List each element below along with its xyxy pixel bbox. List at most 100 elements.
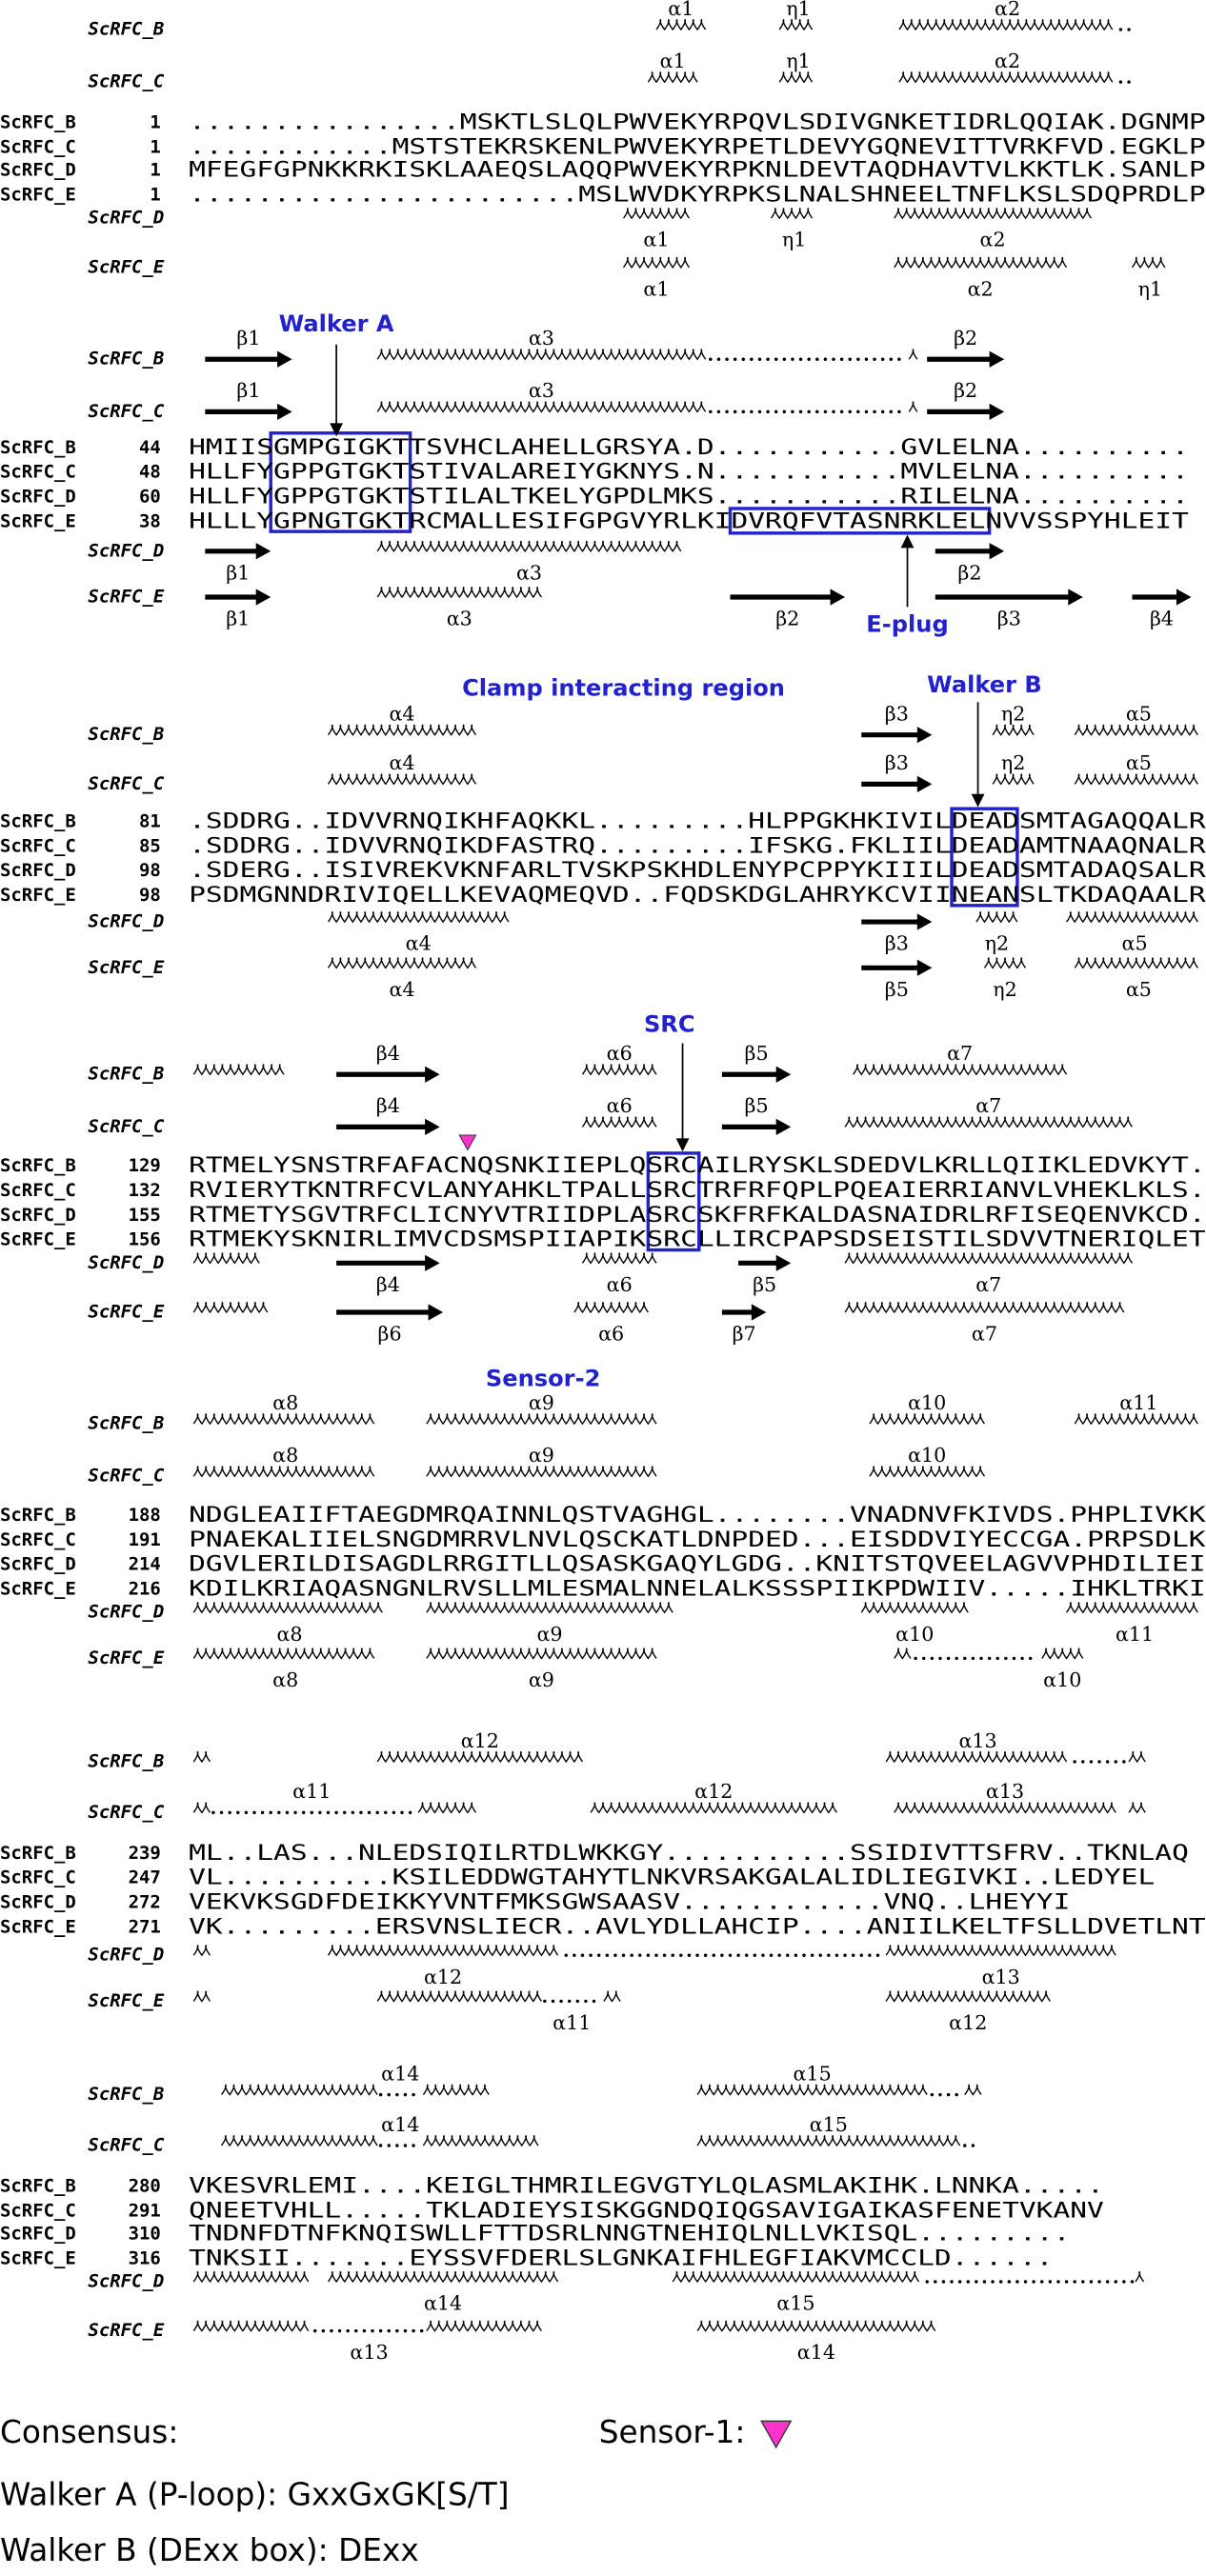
turn-dot	[839, 357, 844, 361]
turn-dot	[843, 1953, 847, 1957]
turn-dot	[1081, 2280, 1085, 2284]
turn-dot	[346, 2328, 350, 2333]
structure-name: ScRFC_D	[88, 1945, 164, 1966]
src-box	[646, 1151, 701, 1252]
helix	[908, 401, 918, 412]
strand-head	[916, 913, 933, 930]
helix	[860, 1602, 969, 1614]
structure-name: ScRFC_B	[88, 1750, 164, 1771]
structure-label: α8	[272, 1444, 298, 1467]
turn-dot	[403, 2144, 408, 2147]
structure-name: ScRFC_E	[88, 587, 164, 608]
turn-dot	[403, 2092, 408, 2097]
structure-label: α7	[972, 1323, 997, 1346]
turn-dot	[938, 2092, 942, 2097]
sequence-start: 310	[129, 2224, 161, 2245]
turn-dot	[880, 357, 885, 361]
turn-dot	[395, 2144, 399, 2147]
structure-label: α15	[810, 2113, 848, 2136]
turn-dot	[359, 1810, 363, 1815]
structure-name: ScRFC_D	[88, 540, 164, 561]
turn-dot	[592, 1999, 596, 2004]
helix	[894, 1647, 912, 1660]
helix	[192, 1945, 211, 1957]
structure-label: α2	[968, 277, 994, 300]
strand-head	[277, 403, 292, 420]
arrow-head	[900, 534, 915, 549]
e-plug-label: E-plug	[866, 610, 948, 637]
sequence-name: ScRFC_C	[0, 1867, 76, 1888]
sequence-start: 291	[129, 2200, 161, 2221]
turn-dot	[851, 1953, 855, 1957]
sequence-start: 48	[139, 462, 161, 483]
structure-name: ScRFC_B	[88, 724, 164, 745]
strand-head	[989, 543, 1005, 560]
helix	[581, 1064, 657, 1076]
helix	[622, 256, 690, 269]
helix	[869, 1413, 986, 1426]
turn-dot	[1105, 1760, 1110, 1764]
structure-label: α4	[406, 932, 432, 955]
helix	[220, 2134, 378, 2147]
turn-dot	[387, 2144, 391, 2147]
helix	[894, 208, 1092, 220]
turn-dot	[367, 1810, 372, 1815]
sequence-name: ScRFC_B	[0, 2176, 76, 2197]
annotation-boxes	[269, 431, 1019, 1252]
turn-dot	[798, 357, 803, 361]
sequence: VK.........ERSVNSLIECR..AVLYDLLAHCIP....…	[189, 1914, 1206, 1939]
structure-label: β4	[376, 1273, 400, 1296]
structure-label: β3	[997, 608, 1021, 630]
turn-dot	[938, 1656, 942, 1661]
turn-dot	[856, 409, 860, 414]
helix	[1074, 957, 1198, 969]
sequence-start: 1	[150, 112, 160, 133]
structure-label: β5	[885, 978, 909, 1001]
turn-dot	[575, 1999, 580, 2004]
sequence-name: ScRFC_C	[0, 835, 76, 856]
structure-label: α1	[660, 50, 686, 72]
helix	[778, 71, 814, 84]
turn-dot	[260, 1810, 265, 1815]
sequence-start: 129	[129, 1155, 161, 1176]
turn-dot	[1105, 2280, 1110, 2284]
walker-a-label: Walker A	[279, 310, 394, 337]
structure-label: α13	[350, 2341, 388, 2364]
turn-dot	[875, 1953, 880, 1957]
structure-label: α11	[1116, 1623, 1154, 1646]
structure-name: ScRFC_E	[88, 1990, 164, 2011]
turn-dot	[971, 1656, 975, 1661]
arrow-head	[330, 423, 343, 437]
turn-dot	[1114, 1760, 1117, 1764]
structure-label: η1	[782, 229, 807, 251]
sequence-name: ScRFC_C	[0, 2200, 76, 2221]
turn-dot	[709, 357, 713, 361]
sequence: HLLFYGPPGTGKTSTIVALAREIYGKNYS.N.........…	[189, 460, 1189, 485]
sequence: HLLLYGPNGTGKTRCMALLESIFGPGVYRLKIDVRQFVTA…	[189, 509, 1189, 533]
turn-dot	[753, 1953, 757, 1957]
structure-label: α1	[643, 229, 669, 251]
structure-label: α5	[1122, 932, 1148, 955]
turn-dot	[1007, 2280, 1012, 2284]
turn-dot	[963, 1656, 967, 1661]
sequence-name: ScRFC_C	[0, 1180, 76, 1201]
helix	[853, 1064, 1068, 1076]
helix	[376, 401, 707, 413]
helix	[192, 1802, 211, 1814]
helix	[869, 1466, 986, 1478]
helix	[192, 1064, 285, 1076]
strand-head	[916, 727, 933, 744]
sequence: VKESVRLEMI....KEIGLTHMRILEGVGTYLQLASMLAK…	[189, 2174, 1104, 2199]
turn-dot	[662, 1953, 667, 1957]
sequence-name: ScRFC_E	[0, 510, 76, 531]
structure-label: α4	[389, 978, 414, 1001]
turn-dot	[987, 1656, 992, 1661]
turn-dot	[750, 409, 754, 414]
turn-dot	[638, 1953, 642, 1957]
sequence-name: ScRFC_B	[0, 1843, 76, 1864]
sequence: .SDDRG..IDVVRNQIKHFAQKKL.........HLPPGKH…	[189, 809, 1206, 833]
turn-dot	[1127, 80, 1131, 84]
turn-dot	[766, 409, 770, 414]
turn-dot	[354, 2328, 358, 2333]
